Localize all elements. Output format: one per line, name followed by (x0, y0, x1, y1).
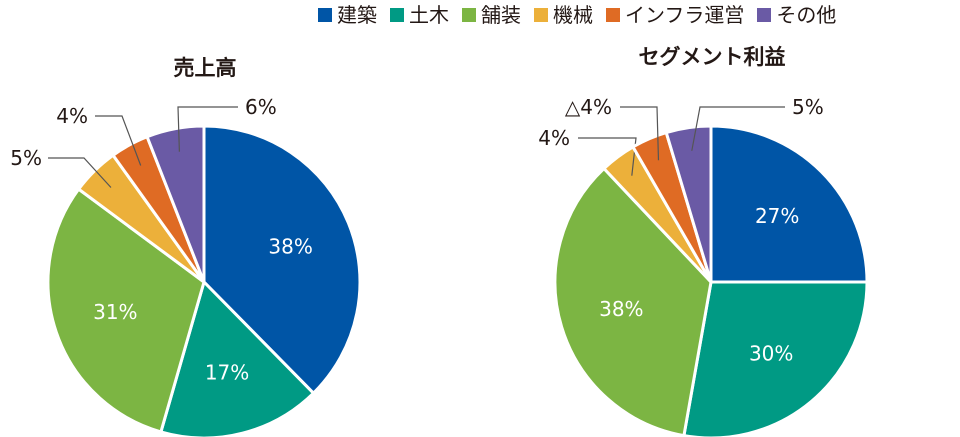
profit-leader-other (691, 106, 785, 151)
pie-sales: 38% 17% 31% 5% 4% 6% (10, 95, 362, 437)
sales-label-infrastructure: 4% (56, 104, 88, 128)
sales-leader-other (177, 106, 238, 152)
legend-swatch-paving (462, 8, 476, 22)
legend-item-architecture: 建築 (318, 0, 377, 30)
sales-leader-infrastructure (95, 115, 142, 166)
profit-slice-other (664, 124, 713, 284)
sales-slice-civil (159, 280, 315, 437)
sales-label-paving: 31% (93, 300, 137, 324)
pie-segment-profit: 27% 30% 38% 4% △4% 5% (538, 95, 869, 437)
sales-label-machinery: 5% (10, 146, 42, 170)
legend-item-other: その他 (757, 0, 836, 30)
profit-label-infrastructure: △4% (565, 95, 612, 119)
legend-item-infrastructure: インフラ運営 (606, 0, 744, 30)
sales-label-other: 6% (245, 95, 277, 119)
profit-leader-infrastructure (620, 106, 660, 161)
legend-swatch-other (757, 8, 772, 22)
legend-label-architecture: 建築 (337, 3, 377, 27)
profit-label-paving: 38% (599, 297, 643, 321)
legend-label-infrastructure: インフラ運営 (625, 3, 745, 27)
profit-leader-machinery (578, 137, 637, 176)
profit-label-architecture: 27% (755, 204, 799, 228)
sales-slice-architecture (202, 124, 362, 395)
legend: 建築 土木 舗装 機械 インフラ運営 その他 (318, 0, 960, 30)
sales-leader-machinery (48, 157, 112, 188)
legend-swatch-civil (390, 8, 404, 22)
legend-label-other: その他 (776, 3, 837, 27)
legend-swatch-architecture (318, 8, 332, 22)
profit-slice-architecture (709, 124, 869, 284)
profit-label-other: 5% (792, 95, 824, 119)
legend-swatch-machinery (534, 8, 548, 22)
profit-slice-paving (553, 167, 713, 437)
chart-title-sales: 売上高 (174, 56, 237, 80)
legend-label-machinery: 機械 (553, 3, 593, 27)
profit-slice-civil (682, 280, 869, 437)
legend-item-civil: 土木 (390, 0, 449, 30)
legend-label-paving: 舗装 (481, 3, 521, 27)
sales-slice-paving (46, 187, 206, 434)
legend-swatch-infrastructure (606, 8, 620, 22)
chart-title-segment-profit: セグメント利益 (639, 45, 786, 69)
legend-item-paving: 舗装 (462, 0, 521, 30)
sales-label-architecture: 38% (268, 235, 312, 259)
profit-label-machinery: 4% (538, 126, 570, 150)
sales-label-civil: 17% (205, 361, 249, 385)
sales-slice-other (145, 124, 206, 284)
legend-item-machinery: 機械 (534, 0, 593, 30)
legend-label-civil: 土木 (409, 3, 449, 27)
profit-label-civil: 30% (749, 342, 793, 366)
